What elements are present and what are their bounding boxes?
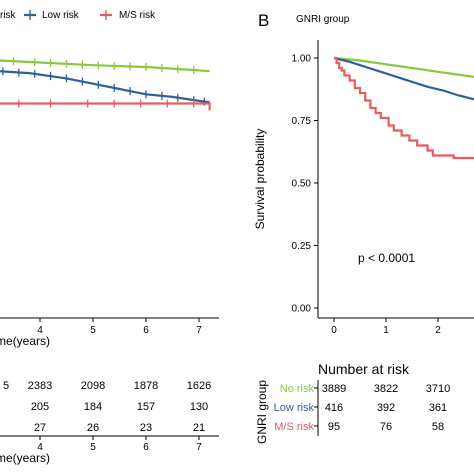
risk-b-row-label-0: No risk (280, 383, 315, 395)
risk-table-b-title: Number at risk (318, 361, 410, 377)
risk-table-b: No risk 3889 3822 3710 Low risk 416 392 361 M/S … (274, 383, 451, 433)
legend-b-title: GNRI group (296, 14, 350, 25)
risk-b-cell-1-0: 416 (325, 402, 343, 414)
series-b-line-1 (333, 56, 474, 101)
panel-b-label: B (258, 11, 269, 30)
series-a-line-1 (0, 70, 210, 104)
risk-a-cell-1-2: 184 (84, 401, 102, 413)
risk-b-row-label-2: M/S risk (274, 421, 314, 433)
risk-a-cell-0-4: 1626 (187, 380, 211, 392)
x-tick-label-a-3: 7 (196, 325, 202, 336)
risk-a-cell-2-4: 21 (193, 422, 205, 434)
risk-a-cell-0-0: 5 (3, 380, 9, 392)
panel-a: risk Low risk M/S risk 4 5 6 7 me(years) 5 2… (0, 10, 219, 465)
x-ticks-b: 0 1 2 (331, 318, 441, 336)
series-b-line-2 (334, 56, 474, 160)
panel-b: B GNRI group 0.00 0.25 0.50 0.75 1.00 0 1 2 Su… (253, 11, 474, 444)
risk-a-cell-2-3: 23 (140, 422, 152, 434)
x-tick-label-a-1: 5 (90, 325, 96, 336)
risk-b-cell-1-2: 361 (429, 402, 447, 414)
table-x-tick-label-a-1: 5 (90, 442, 96, 453)
x-tick-label-b-1: 1 (383, 325, 389, 336)
series-b (333, 56, 474, 160)
risk-b-cell-0-0: 3889 (322, 383, 346, 395)
risk-a-cell-1-3: 157 (137, 401, 155, 413)
series-a-line-2 (0, 102, 211, 111)
risk-table-a: 5 2383 2098 1878 1626 205 184 157 130 27 26 23 21 (3, 380, 211, 434)
y-tick-label-b-3: 0.75 (292, 116, 312, 127)
table-x-tick-label-a-0: 4 (37, 442, 43, 453)
series-b-line-0 (333, 56, 474, 78)
risk-a-cell-1-4: 130 (190, 401, 208, 413)
legend-a-entry-1: risk (0, 10, 17, 21)
series-a (0, 57, 211, 111)
y-tick-label-b-4: 1.00 (292, 54, 312, 65)
risk-b-cell-2-1: 76 (380, 421, 392, 433)
x-tick-label-b-0: 0 (331, 325, 337, 336)
risk-b-cell-0-2: 3710 (426, 383, 450, 395)
y-axis-label-b: Survival probability (253, 129, 267, 230)
risk-b-row-label-1: Low risk (274, 402, 315, 414)
table-x-axis-label-a: me(years) (0, 451, 50, 465)
risk-b-cell-2-2: 58 (432, 421, 444, 433)
table-x-tick-label-a-2: 6 (143, 442, 149, 453)
risk-a-cell-0-2: 2098 (81, 380, 105, 392)
series-a-line-0 (0, 59, 210, 73)
y-tick-label-b-1: 0.25 (292, 241, 312, 252)
risk-b-cell-0-1: 3822 (374, 383, 398, 395)
legend-a-entry-3: M/S risk (119, 10, 156, 21)
risk-a-cell-0-1: 2383 (28, 380, 52, 392)
risk-a-cell-1-1: 205 (31, 401, 49, 413)
y-tick-label-b-0: 0.00 (292, 304, 312, 315)
y-ticks-b: 0.00 0.25 0.50 0.75 1.00 (292, 54, 318, 315)
legend-a-entry-2: Low risk (42, 10, 80, 21)
risk-a-cell-0-3: 1878 (134, 380, 158, 392)
x-ticks-a: 4 5 6 7 (37, 318, 202, 336)
x-tick-label-a-0: 4 (37, 325, 43, 336)
x-axis-label-a: me(years) (0, 334, 50, 348)
table-x-ticks-a: 4 5 6 7 (37, 436, 202, 453)
risk-table-b-ylabel: GNRI group (255, 380, 269, 444)
x-tick-label-a-2: 6 (143, 325, 149, 336)
p-value: p < 0.0001 (358, 251, 415, 265)
y-tick-label-b-2: 0.50 (292, 179, 312, 190)
legend-a: risk Low risk M/S risk (0, 10, 156, 21)
x-tick-label-b-2: 2 (435, 325, 441, 336)
risk-b-cell-1-1: 392 (377, 402, 395, 414)
risk-a-cell-2-2: 26 (87, 422, 99, 434)
risk-a-cell-2-1: 27 (34, 422, 46, 434)
table-x-tick-label-a-3: 7 (196, 442, 202, 453)
risk-b-cell-2-0: 95 (328, 421, 340, 433)
